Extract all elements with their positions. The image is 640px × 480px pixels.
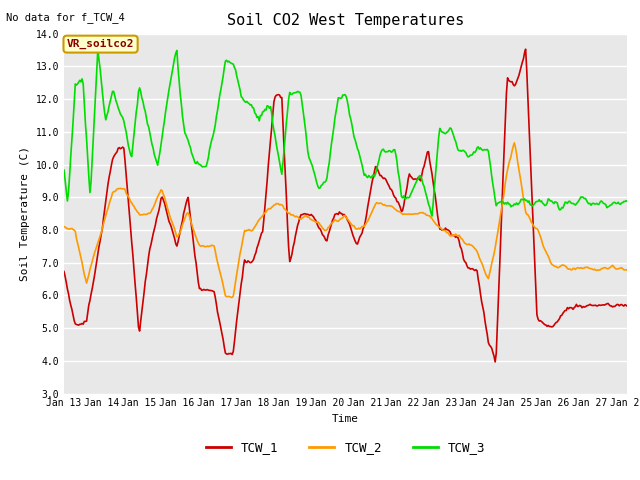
TCW_1 [331, 212, 339, 217]
TCW_2 [329, 219, 337, 225]
Line: TCW_2: TCW_2 [64, 143, 627, 298]
TCW_1 [522, 47, 529, 52]
TCW_2 [524, 212, 532, 217]
Title: Soil CO2 West Temperatures: Soil CO2 West Temperatures [227, 13, 464, 28]
Y-axis label: Soil Temperature (C): Soil Temperature (C) [20, 146, 30, 281]
TCW_1 [365, 198, 372, 204]
TCW_2 [60, 224, 68, 229]
TCW_2 [366, 214, 374, 219]
TCW_3 [612, 201, 620, 206]
TCW_1 [396, 202, 403, 207]
TCW_3 [329, 133, 337, 139]
Line: TCW_3: TCW_3 [64, 49, 627, 216]
TCW_2 [397, 209, 404, 215]
TCW_1 [612, 302, 620, 308]
TCW_1 [328, 220, 335, 226]
TCW_2 [612, 266, 620, 272]
Line: TCW_1: TCW_1 [64, 49, 627, 362]
TCW_3 [524, 199, 532, 205]
TCW_2 [227, 295, 235, 300]
TCW_3 [397, 184, 404, 190]
TCW_1 [623, 303, 631, 309]
Text: No data for f_TCW_4: No data for f_TCW_4 [6, 12, 125, 23]
TCW_3 [332, 109, 340, 115]
Legend: TCW_1, TCW_2, TCW_3: TCW_1, TCW_2, TCW_3 [200, 436, 491, 459]
Text: VR_soilco2: VR_soilco2 [67, 39, 134, 49]
TCW_2 [332, 217, 340, 223]
TCW_2 [511, 140, 518, 146]
TCW_3 [366, 174, 374, 180]
TCW_1 [492, 359, 499, 365]
TCW_1 [524, 96, 532, 102]
TCW_2 [623, 267, 631, 273]
TCW_1 [60, 269, 68, 275]
X-axis label: Time: Time [332, 414, 359, 424]
TCW_3 [60, 167, 68, 173]
TCW_3 [623, 199, 631, 204]
TCW_3 [94, 46, 102, 52]
TCW_3 [428, 213, 436, 219]
